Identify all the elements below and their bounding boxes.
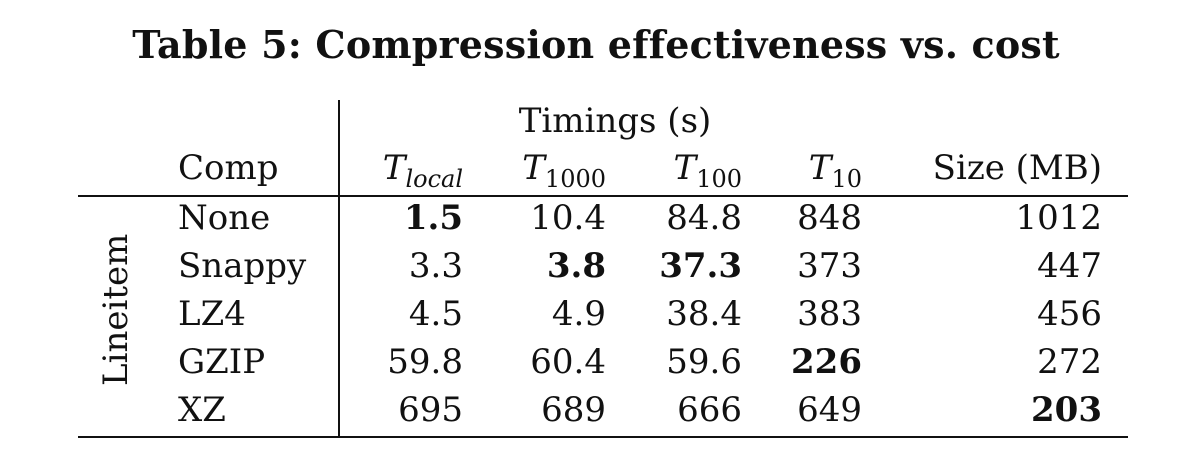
table-cell-size: 272 bbox=[1037, 342, 1102, 382]
table-cell-t-100: 37.3 bbox=[659, 246, 742, 286]
table-cell-t-1000: 3.8 bbox=[546, 246, 606, 286]
table-cell-size: 203 bbox=[1031, 390, 1102, 430]
table-cell-t-10: 649 bbox=[797, 390, 862, 430]
row-group-label: Lineitem bbox=[96, 233, 136, 386]
table-cell-t-100: 84.8 bbox=[666, 198, 742, 238]
table-cell-size: 1012 bbox=[1015, 198, 1102, 238]
table-cell-size: 447 bbox=[1037, 246, 1102, 286]
table-cell-t-local: 695 bbox=[398, 390, 463, 430]
table-cell-t-local: 59.8 bbox=[387, 342, 463, 382]
t-10-sub: 10 bbox=[831, 165, 862, 193]
row-label-cell: None bbox=[178, 198, 271, 238]
col-header-t-10: T10 bbox=[770, 148, 862, 199]
table-cell-t-1000: 4.9 bbox=[551, 294, 606, 334]
table-cell-t-1000: 689 bbox=[541, 390, 606, 430]
table-cell-t-100: 59.6 bbox=[666, 342, 742, 382]
table-cell-t-local: 3.3 bbox=[408, 246, 463, 286]
table-title: Table 5: Compression effectiveness vs. c… bbox=[132, 22, 1060, 67]
col-header-t-local: Tlocal bbox=[340, 148, 463, 199]
row-label-cell: Snappy bbox=[178, 246, 307, 286]
table-cell-t-1000: 10.4 bbox=[530, 198, 606, 238]
row-label-cell: XZ bbox=[178, 390, 226, 430]
timings-group-header: Timings (s) bbox=[518, 101, 712, 141]
t-100-base: T bbox=[673, 148, 697, 188]
table-cell-size: 456 bbox=[1037, 294, 1102, 334]
t-local-sub: local bbox=[405, 165, 463, 193]
col-header-t-1000: T1000 bbox=[480, 148, 606, 199]
row-label-cell: LZ4 bbox=[178, 294, 246, 334]
t-100-sub: 100 bbox=[696, 165, 742, 193]
table-cell-t-10: 848 bbox=[797, 198, 862, 238]
table-cell-t-1000: 60.4 bbox=[530, 342, 606, 382]
row-label-cell: GZIP bbox=[178, 342, 266, 382]
col-header-comp: Comp bbox=[178, 148, 279, 188]
table-cell-t-10: 383 bbox=[797, 294, 862, 334]
t-1000-sub: 1000 bbox=[544, 165, 606, 193]
table-cell-t-100: 38.4 bbox=[666, 294, 742, 334]
col-header-size: Size (MB) bbox=[932, 148, 1102, 188]
table-cell-t-10: 226 bbox=[791, 342, 862, 382]
t-1000-base: T bbox=[522, 148, 545, 188]
column-divider bbox=[338, 100, 340, 438]
table-cell-t-100: 666 bbox=[677, 390, 742, 430]
bottom-rule bbox=[78, 436, 1128, 438]
t-local-base: T bbox=[382, 148, 406, 188]
table-cell-t-local: 4.5 bbox=[408, 294, 463, 334]
table-cell-t-local: 1.5 bbox=[403, 198, 463, 238]
col-header-t-100: T100 bbox=[630, 148, 743, 199]
t-10-base: T bbox=[808, 148, 832, 188]
header-rule bbox=[78, 195, 1128, 197]
table-cell-t-10: 373 bbox=[797, 246, 862, 286]
